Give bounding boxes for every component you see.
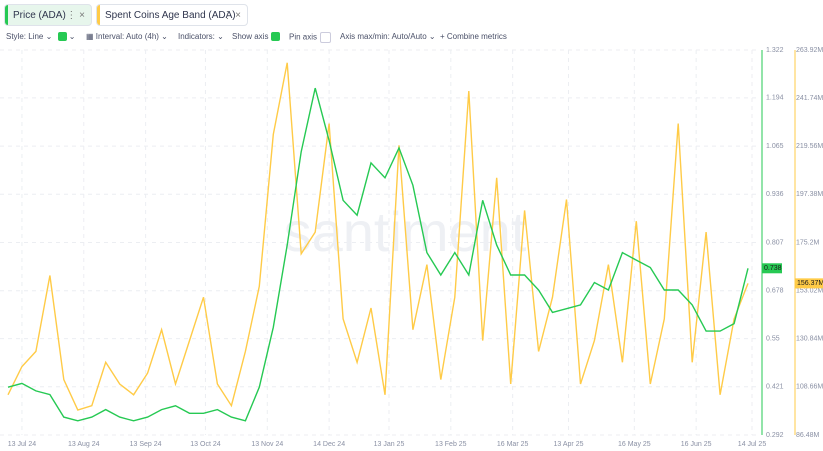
y-tick-label: 0.55	[766, 335, 780, 342]
last-value-box	[795, 278, 823, 289]
metric-tab[interactable]: Spent Coins Age Band (ADA) ⋮ ×	[96, 4, 248, 26]
label: Axis max/min: Auto/Auto	[340, 32, 427, 41]
y2-tick-label: 130.84M	[796, 336, 823, 343]
y2-tick-label: 263.92M	[796, 47, 823, 54]
y-tick-label: 1.194	[766, 95, 784, 102]
y-tick-label: 1.322	[766, 47, 784, 54]
pin-axis[interactable]: Pin axis	[289, 32, 332, 43]
label: Indicators:	[178, 32, 215, 41]
x-tick-label: 16 May 25	[618, 441, 651, 448]
label: Pin axis	[289, 32, 318, 42]
x-tick-label: 13 Jul 24	[8, 441, 37, 448]
x-tick-label: 14 Jul 25	[738, 441, 767, 448]
tab-label: Price (ADA)	[13, 10, 66, 21]
x-tick-label: 13 Feb 25	[435, 441, 467, 448]
show-axis[interactable]: Show axis	[232, 32, 281, 42]
label: Style: Line	[6, 32, 44, 41]
y-tick-label: 0.807	[766, 239, 784, 246]
y2-tick-label: 175.2M	[796, 239, 820, 246]
x-tick-label: 13 Sep 24	[130, 441, 162, 448]
close[interactable]: ⋮ ×	[222, 10, 241, 21]
series-line	[7, 87, 749, 422]
y2-tick-label: 197.38M	[796, 191, 823, 198]
x-tick-label: 13 Oct 24	[190, 441, 220, 448]
x-tick-label: 16 Jun 25	[681, 441, 712, 448]
x-tick-label: 13 Nov 24	[251, 441, 283, 448]
y-tick-label: 0.292	[766, 432, 784, 439]
label: Combine metrics	[446, 32, 507, 41]
chart: 13 Jul 24 13 Aug 24 13 Sep 24 13 Oct 24 13 N…	[0, 47, 823, 448]
label: Interval: Auto (4h)	[95, 32, 159, 41]
series-line	[7, 62, 749, 411]
combine-metrics[interactable]: + Combine metrics	[440, 32, 507, 41]
indicators[interactable]: Indicators: ⌄	[178, 32, 224, 41]
y2-tick-label: 108.66M	[796, 384, 823, 391]
label: Show axis	[232, 32, 269, 41]
style-select[interactable]: Style: Line ⌄ ⌄	[6, 32, 76, 42]
close[interactable]: ⋮ ×	[66, 10, 85, 21]
metric-tab[interactable]: Price (ADA) ⋮ ×	[4, 4, 92, 26]
last-value-label: 0.738	[764, 265, 782, 272]
interval-select[interactable]: ▦ Interval: Auto (4h) ⌄	[86, 32, 168, 41]
x-tick-label: 13 Jan 25	[374, 441, 405, 448]
last-value-label: 156.37M	[797, 280, 823, 287]
y2-tick-label: 241.74M	[796, 95, 823, 102]
y-tick-label: 0.421	[766, 384, 784, 391]
y2-tick-label: 219.56M	[796, 143, 823, 150]
y-tick-label: 0.678	[766, 288, 784, 295]
last-value-box	[762, 263, 782, 274]
y-tick-label: 0.936	[766, 191, 784, 198]
y2-tick-label: 153.02M	[796, 287, 823, 294]
axis-minmax[interactable]: Axis max/min: Auto/Auto ⌄	[340, 32, 436, 41]
x-tick-label: 16 Mar 25	[497, 441, 529, 448]
y2-tick-label: 86.48M	[796, 432, 820, 439]
x-tick-label: 13 Apr 25	[554, 441, 584, 448]
y-tick-label: 1.065	[766, 143, 784, 150]
tab-label: Spent Coins Age Band (ADA)	[105, 10, 236, 21]
x-tick-label: 14 Dec 24	[313, 441, 345, 448]
x-tick-label: 13 Aug 24	[68, 441, 100, 448]
